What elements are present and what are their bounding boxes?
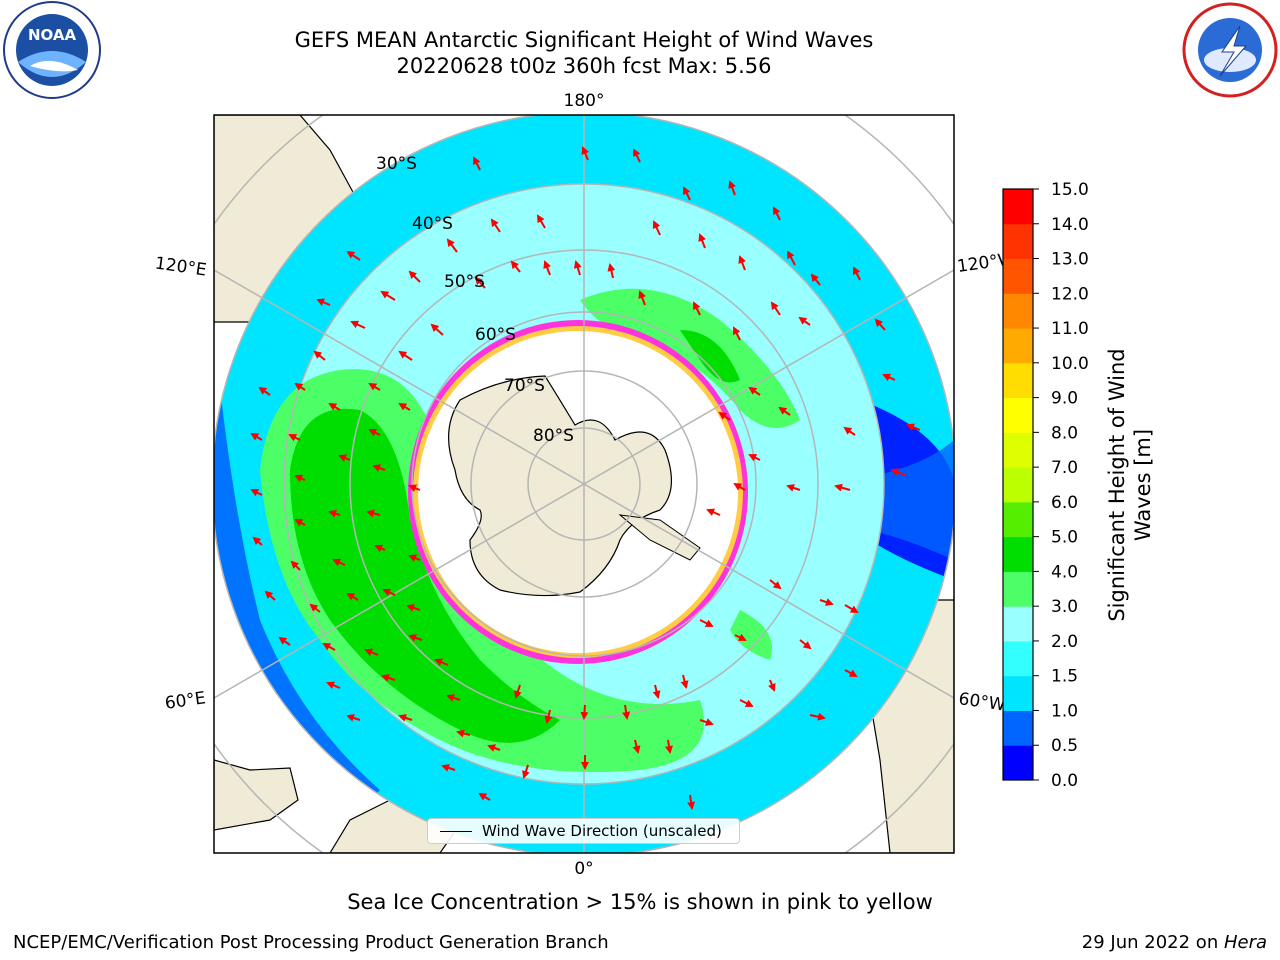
lat-label-60s: 60°S [475, 325, 516, 345]
colorbar-segment [1003, 606, 1033, 642]
colorbar-tick-label: 1.5 [1051, 667, 1078, 687]
colorbar-tick-label: 12.0 [1051, 284, 1089, 304]
colorbar-segment [1003, 432, 1033, 468]
colorbar-tick-label: 14.0 [1051, 215, 1089, 235]
colorbar-tick-label: 1.0 [1051, 701, 1078, 721]
nws-logo [1182, 2, 1278, 98]
colorbar-tick-label: 4.0 [1051, 562, 1078, 582]
colorbar-tick-label: 10.0 [1051, 354, 1089, 374]
lon-label-180: 180° [564, 91, 605, 111]
colorbar-segment [1003, 293, 1033, 329]
lat-label-40s: 40°S [412, 214, 453, 234]
colorbar: 0.0 0.5 1.0 1.5 2.0 3.0 4.0 5.0 6.0 7.0 8.0 9.0 10.0… [1002, 180, 1089, 791]
noaa-logo-text: NOAA [28, 26, 77, 44]
lat-label-70s: 70°S [504, 376, 545, 396]
colorbar-segment [1003, 223, 1033, 260]
colorbar-frame [1002, 188, 1034, 781]
colorbar-tick-label: 11.0 [1051, 319, 1089, 339]
lat-label-50s: 50°S [444, 272, 485, 292]
colorbar-tick-label: 3.0 [1051, 597, 1078, 617]
colorbar-segment [1003, 189, 1033, 225]
footer-credit: NCEP/EMC/Verification Post Processing Pr… [13, 932, 609, 953]
latitude-labels: 30°S 40°S 50°S 60°S 70°S 80°S [376, 154, 574, 446]
antarctica [447, 375, 673, 597]
colorbar-segment [1003, 536, 1033, 572]
colorbar-tick-label: 9.0 [1051, 389, 1078, 409]
lon-label-60w: 60°W [957, 689, 1006, 715]
colorbar-segment [1003, 258, 1033, 294]
colorbar-segment [1003, 501, 1033, 538]
colorbar-tick-label: 13.0 [1051, 250, 1089, 270]
footer-date-text: 29 Jun 2022 on [1081, 932, 1224, 953]
colorbar-segment [1003, 467, 1033, 503]
legend-label: Wind Wave Direction (unscaled) [482, 822, 722, 840]
colorbar-tick-label: 8.0 [1051, 423, 1078, 443]
lat-label-30s: 30°S [376, 154, 417, 174]
sea-ice-note: Sea Ice Concentration > 15% is shown in … [347, 890, 933, 914]
colorbar-segment [1003, 710, 1033, 746]
colorbar-tick-label: 7.0 [1051, 458, 1078, 478]
footer-host: Hera [1223, 932, 1267, 953]
noaa-logo: NOAA [3, 1, 101, 99]
map-frame [213, 114, 955, 854]
colorbar-label-line2: Waves [m] [1131, 429, 1155, 541]
colorbar-tick-label: 0.5 [1051, 736, 1078, 756]
colorbar-tick-label: 6.0 [1051, 493, 1078, 513]
graticule [214, 115, 954, 853]
colorbar-tick-label: 2.0 [1051, 632, 1078, 652]
colorbar-tick-label: 5.0 [1051, 528, 1078, 548]
lon-label-0: 0° [574, 859, 593, 879]
map-area: 30°S 40°S 50°S 60°S 70°S 80°S [214, 115, 954, 853]
colorbar-segment [1003, 328, 1033, 364]
chart-title: GEFS MEAN Antarctic Significant Height o… [294, 28, 874, 52]
colorbar-segment [1003, 675, 1033, 711]
colorbar-tick-label: 0.0 [1051, 771, 1078, 791]
colorbar-label-line1: Significant Height of Wind [1105, 348, 1129, 621]
colorbar-segment [1003, 362, 1033, 399]
lat-label-80s: 80°S [533, 426, 574, 446]
colorbar-segment [1003, 640, 1033, 677]
lon-label-120e: 120°E [154, 254, 208, 281]
colorbar-segment [1003, 745, 1033, 781]
map-legend: Wind Wave Direction (unscaled) [427, 818, 740, 844]
chart-subtitle: 20220628 t00z 360h fcst Max: 5.56 [396, 54, 772, 78]
colorbar-segment [1003, 397, 1033, 433]
lon-label-60e: 60°E [164, 688, 207, 713]
wind-wave-arrows [250, 146, 921, 810]
colorbar-tick-label: 15.0 [1051, 180, 1089, 200]
footer-date: 29 Jun 2022 on Hera [1082, 932, 1267, 953]
legend-line-swatch [440, 830, 472, 832]
colorbar-segment [1003, 571, 1033, 607]
